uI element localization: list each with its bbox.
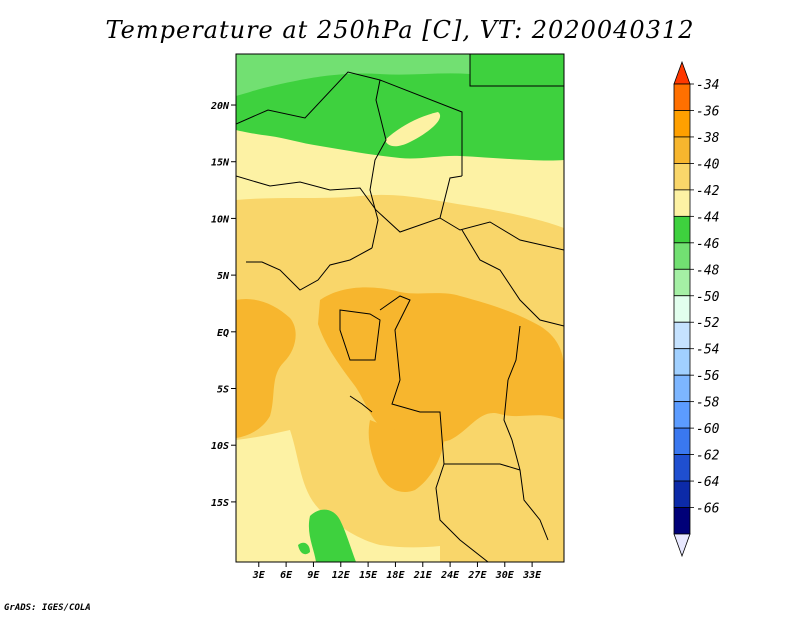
- border-line: [439, 175, 463, 219]
- colorbar-label: -38: [696, 131, 720, 146]
- longitude-axis: 3E 6E 9E 12E 15E 18E 21E 24E 27E 30E 33E: [252, 562, 542, 581]
- colorbar-cap-bottom: [673, 533, 691, 558]
- chart-title: Temperature at 250hPa [C], VT: 202004031…: [105, 16, 695, 44]
- border-line: [246, 247, 373, 291]
- border-line: [435, 463, 489, 562]
- lat-tick-label: EQ: [217, 328, 229, 339]
- border-line: [349, 395, 373, 413]
- colorbar-cell: [673, 374, 691, 403]
- lon-tick-label: 30E: [495, 570, 515, 581]
- colorbar-cell: [673, 454, 691, 482]
- colorbar-label: -50: [696, 290, 720, 305]
- colorbar-cell: [673, 83, 691, 111]
- colorbar-label: -66: [696, 502, 720, 517]
- lat-tick-label: 10N: [211, 214, 230, 225]
- field-band-38-west: [236, 298, 296, 438]
- lat-tick-label: 10S: [211, 441, 229, 452]
- colorbar-label: -40: [696, 157, 720, 172]
- colorbar-cell: [673, 110, 691, 138]
- colorbar-cell: [673, 268, 691, 297]
- colorbar-label: -36: [696, 104, 720, 119]
- lat-tick-label: 20N: [210, 101, 230, 112]
- field-lobe-42: [385, 112, 441, 147]
- colorbar-cell: [673, 507, 691, 535]
- colorbar-cell: [673, 163, 691, 191]
- border-line: [236, 175, 377, 211]
- colorbar-cap-top: [673, 60, 691, 85]
- lon-tick-label: 12E: [332, 570, 351, 581]
- colorbar-cell: [673, 480, 691, 508]
- colorbar-label: -48: [696, 263, 720, 278]
- colorbar-cell: [673, 295, 691, 323]
- colorbar-cell: [673, 242, 691, 270]
- field-band-46: [236, 54, 470, 96]
- lon-tick-label: 6E: [280, 570, 293, 581]
- lon-tick-label: 27E: [467, 570, 487, 581]
- colorbar-label: -34: [696, 78, 719, 93]
- lat-tick-label: 15N: [211, 158, 230, 169]
- colorbar-label: -46: [696, 237, 720, 252]
- temperature-field: [236, 54, 564, 562]
- lon-tick-label: 21E: [413, 570, 433, 581]
- colorbar-label: -62: [696, 449, 720, 464]
- lon-tick-label: 15E: [359, 570, 378, 581]
- colorbar-label: -44: [696, 210, 719, 225]
- colorbar-cell: [673, 427, 691, 455]
- map-frame: [235, 53, 565, 563]
- map-panel: 20N 15N 10N 5N EQ 5S 10S 15S 3E 6E 9E 12E 15E 18E 21E…: [210, 53, 565, 581]
- lon-tick-label: 24E: [440, 570, 460, 581]
- border-line: [507, 325, 521, 381]
- field-patch-44: [298, 542, 310, 555]
- border-line: [469, 54, 564, 87]
- border-line: [375, 209, 564, 251]
- border-line: [461, 229, 564, 327]
- field-band-42-south: [236, 430, 440, 562]
- lat-tick-label: 5S: [217, 385, 229, 396]
- colorbar-label: -58: [696, 396, 720, 411]
- country-borders: [236, 54, 564, 562]
- lon-tick-label: 33E: [522, 570, 542, 581]
- colorbar-cell: [673, 321, 691, 350]
- colorbar-cell: [673, 215, 691, 244]
- colorbar-cell: [673, 136, 691, 164]
- lon-tick-label: 18E: [386, 570, 405, 581]
- colorbar: -34 -36 -38 -40 -42 -44 -46 -48 -50 -52 -54 -56 -58 -…: [673, 60, 720, 558]
- colorbar-cell: [673, 348, 691, 376]
- lon-tick-label: 9E: [307, 570, 320, 581]
- border-line: [236, 71, 463, 176]
- border-line: [369, 79, 387, 249]
- colorbar-cell: [673, 189, 691, 217]
- colorbar-label: -56: [696, 369, 720, 384]
- colorbar-cell: [673, 401, 691, 429]
- field-band-44: [236, 54, 564, 161]
- border-line: [519, 469, 549, 541]
- colorbar-label: -54: [696, 343, 719, 358]
- border-line: [379, 295, 521, 471]
- colorbar-label: -64: [696, 475, 719, 490]
- lon-tick-label: 3E: [252, 570, 266, 581]
- field-band-44-south: [308, 509, 356, 562]
- border-line: [339, 309, 381, 361]
- latitude-axis: 20N 15N 10N 5N EQ 5S 10S 15S: [210, 101, 236, 509]
- credit-text: GrADS: IGES/COLA: [4, 603, 91, 613]
- colorbar-label: -52: [696, 316, 720, 331]
- colorbar-label: -42: [696, 184, 720, 199]
- lat-tick-label: 5N: [217, 271, 230, 282]
- border-line: [503, 379, 521, 471]
- lat-tick-label: 15S: [211, 498, 229, 509]
- field-band-40a: [236, 194, 564, 300]
- colorbar-label: -60: [696, 422, 720, 437]
- field-band-38-south: [368, 420, 445, 492]
